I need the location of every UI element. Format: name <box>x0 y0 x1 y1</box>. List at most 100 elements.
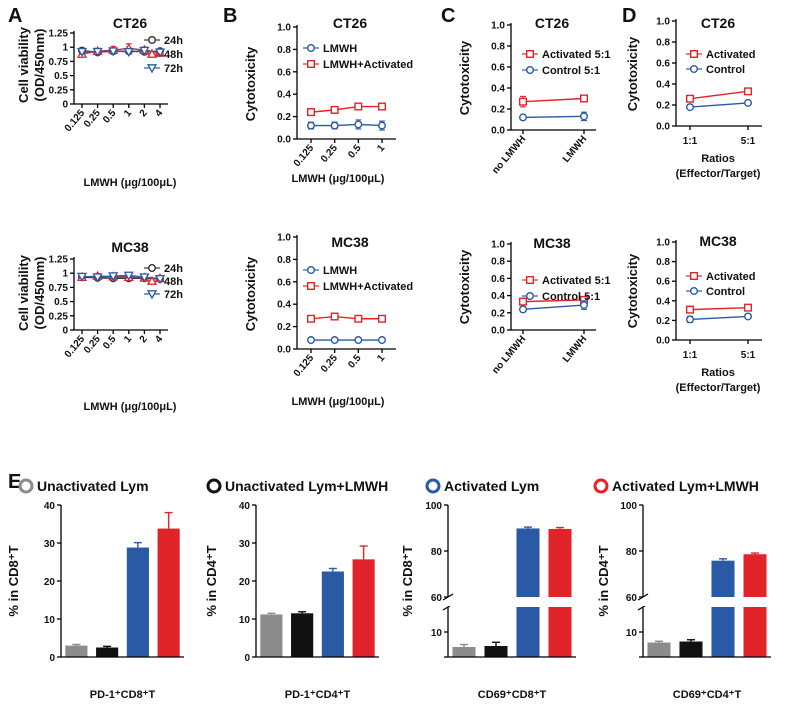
chart-title: MC38 <box>331 234 369 250</box>
legend-marker <box>147 36 156 45</box>
y-tick-label: 0.5 <box>54 297 68 308</box>
y-tick-label: 0.6 <box>277 67 291 78</box>
x-tick-label: 2 <box>138 108 150 120</box>
legend-label: Control <box>706 64 745 76</box>
series-lmwh <box>307 119 387 131</box>
chart-E4: 10 60 80 100 % in CD4⁺T CD69⁺CD4⁺T <box>596 501 772 701</box>
y-tick-label: 0.8 <box>656 38 670 49</box>
y-tick-label: 40 <box>44 501 56 512</box>
legend-label: 48h <box>164 276 183 288</box>
data-point <box>354 336 363 345</box>
y-tick-label: 20 <box>239 577 251 588</box>
series-activated-5-1 <box>519 94 589 108</box>
legend-marker <box>526 65 535 74</box>
legend-marker <box>307 266 316 275</box>
legend-marker <box>146 48 158 58</box>
bar-1 <box>260 614 283 657</box>
x-axis-label: LMWH (μg/100μL) <box>84 401 177 413</box>
data-point <box>76 47 88 58</box>
data-point <box>580 94 589 103</box>
y-tick-label: 0.4 <box>277 300 291 311</box>
series-line <box>522 115 585 119</box>
x-tick-label: 1:1 <box>683 136 698 147</box>
bar-3 <box>321 571 344 657</box>
y-axis-label: Cytotoxicity <box>243 256 258 331</box>
y-tick-label: 0.5 <box>54 71 68 82</box>
y-tick-label: 100 <box>425 501 442 512</box>
bar-1 <box>65 645 88 657</box>
legend-marker <box>147 264 156 273</box>
legend-label: LMWH <box>323 265 357 277</box>
data-point <box>519 97 528 106</box>
legend-marker <box>526 292 535 301</box>
data-point <box>354 314 363 323</box>
series-activated <box>686 303 753 314</box>
y-tick-label: 0.8 <box>277 45 291 56</box>
data-point <box>330 312 339 321</box>
series-line <box>689 102 749 108</box>
bar-4 <box>352 559 375 657</box>
legend-label: Control <box>706 286 745 298</box>
series-line <box>310 105 382 113</box>
series-line <box>522 97 585 103</box>
legend-label: Control 5:1 <box>542 291 600 303</box>
legend-marker <box>526 276 535 285</box>
y-tick-label: 0.0 <box>491 326 505 337</box>
series-line <box>311 123 383 127</box>
series-line <box>689 315 749 321</box>
legend-marker <box>307 44 316 53</box>
chart-D1: 0.0 0.2 0.4 0.6 0.8 1.0 1:1 5:1 CT26 Cytotoxicity… <box>625 15 762 180</box>
y-tick-label: 60 <box>431 593 443 604</box>
axis-break-gap <box>644 598 772 606</box>
x-tick-label: 1 <box>122 108 134 120</box>
y-axis-label: % in CD4⁺T <box>204 545 219 616</box>
data-point <box>378 121 387 130</box>
data-point <box>123 271 134 281</box>
y-tick-label: 10 <box>431 628 443 639</box>
x-tick-label: 1 <box>375 353 387 365</box>
y-tick-label: 0.25 <box>49 85 69 96</box>
legend-label: LMWH+Activated <box>323 59 413 71</box>
legend-label: Activated <box>706 271 756 283</box>
x-tick-label: 1:1 <box>683 350 698 361</box>
y-tick-label: 0.0 <box>491 126 505 137</box>
bar-1 <box>647 642 671 657</box>
bar-2 <box>679 641 703 657</box>
legend-label: Unactivated Lym <box>37 478 149 494</box>
y-tick-label: 20 <box>44 577 56 588</box>
data-point <box>154 48 166 58</box>
data-point <box>686 94 695 103</box>
legend: Activated Control <box>686 49 756 76</box>
data-point <box>580 112 589 121</box>
y-tick-label: 0.6 <box>277 277 291 288</box>
panel-letter-D: D <box>622 5 636 27</box>
series-activated <box>686 87 753 103</box>
series-lmwh <box>307 336 387 345</box>
y-tick-label: 0 <box>62 100 68 111</box>
legend: Activated 5:1 Control 5:1 <box>522 275 610 303</box>
y-tick-label: 30 <box>44 539 56 550</box>
x-axis-label: LMWH (μg/100μL) <box>292 173 385 185</box>
x-axis-label: (Effector/Target) <box>676 382 761 394</box>
data-point <box>92 47 103 58</box>
y-tick-label: 1.0 <box>491 240 505 251</box>
legend-marker <box>307 282 316 291</box>
y-axis-label: (OD/450nm) <box>32 257 47 330</box>
legend: Activated Control <box>686 271 756 298</box>
axis-break-gap <box>449 598 577 606</box>
data-point <box>108 47 119 57</box>
y-tick-label: 0.4 <box>277 90 291 101</box>
legend-label: Activated 5:1 <box>542 275 610 287</box>
y-axis-label: Cell viability <box>16 26 31 103</box>
bar-lower-3 <box>516 607 540 657</box>
legend-marker <box>146 275 158 285</box>
y-tick-label: 0.8 <box>656 257 670 268</box>
y-tick-label: 0.8 <box>277 255 291 266</box>
data-point <box>154 275 166 285</box>
panel-letter-A: A <box>8 5 22 27</box>
y-tick-label: 1.0 <box>491 21 505 32</box>
bar-3 <box>126 547 149 657</box>
y-axis-label: Cell viability <box>16 254 31 331</box>
